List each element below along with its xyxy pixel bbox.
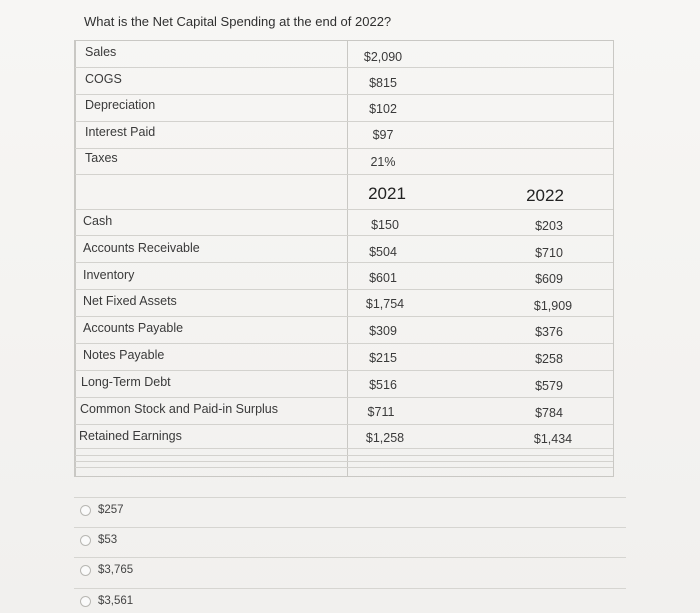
income-label-taxes: Taxes <box>85 151 118 165</box>
balance-2022-inventory: $609 <box>535 272 563 286</box>
balance-2021-ltd: $516 <box>369 378 397 392</box>
data-table: Sales $2,090 COGS $815 Depreciation $102… <box>74 40 614 477</box>
income-label-sales: Sales <box>85 45 117 59</box>
balance-label-cash: Cash <box>83 214 113 228</box>
radio-icon[interactable] <box>80 564 91 576</box>
balance-2022-ltd: $579 <box>535 379 563 393</box>
radio-icon[interactable] <box>80 504 91 516</box>
income-label-cogs: COGS <box>85 72 122 86</box>
column-divider <box>347 41 348 476</box>
balance-2022-cs: $784 <box>535 406 563 420</box>
income-label-interest: Interest Paid <box>85 125 156 139</box>
balance-label-ap: Accounts Payable <box>83 321 184 335</box>
balance-label-ar: Accounts Receivable <box>83 241 200 255</box>
balance-2021-ar: $504 <box>369 245 397 259</box>
answer-option-1-label: $257 <box>98 504 124 516</box>
row-divider <box>75 67 613 68</box>
balance-2022-ap: $376 <box>535 325 563 339</box>
balance-2022-re: $1,434 <box>533 432 573 446</box>
balance-2022-cash: $203 <box>535 219 563 233</box>
balance-label-re: Retained Earnings <box>79 429 182 443</box>
answer-option-4[interactable]: $3,561 <box>80 595 133 607</box>
balance-2021-re: $1,258 <box>365 431 405 445</box>
balance-2021-np: $215 <box>369 351 397 365</box>
balance-2021-inventory: $601 <box>369 271 397 285</box>
answer-option-2[interactable]: $53 <box>80 534 117 546</box>
question-text: What is the Net Capital Spending at the … <box>84 14 392 29</box>
balance-label-nfa: Net Fixed Assets <box>83 294 177 308</box>
balance-label-inventory: Inventory <box>83 268 135 282</box>
balance-2021-ap: $309 <box>369 324 397 338</box>
income-value-cogs: $815 <box>369 76 397 90</box>
balance-2021-nfa: $1,754 <box>365 297 405 311</box>
balance-2022-np: $258 <box>535 352 563 366</box>
income-value-taxes: 21% <box>370 155 396 169</box>
income-value-interest: $97 <box>372 128 394 142</box>
answer-option-1[interactable]: $257 <box>80 504 124 516</box>
balance-label-np: Notes Payable <box>83 348 165 362</box>
answer-option-3[interactable]: $3,765 <box>80 564 133 576</box>
income-value-sales: $2,090 <box>363 50 403 64</box>
balance-2022-ar: $710 <box>535 246 563 260</box>
answer-option-2-label: $53 <box>98 534 118 546</box>
option-divider <box>74 497 626 498</box>
income-label-depreciation: Depreciation <box>85 98 156 112</box>
balance-2021-cash: $150 <box>371 218 399 232</box>
balance-label-ltd: Long-Term Debt <box>81 375 171 389</box>
income-value-depreciation: $102 <box>369 102 397 116</box>
balance-2021-cs: $711 <box>367 405 395 419</box>
year-header-2022: 2022 <box>526 186 564 205</box>
balance-2022-nfa: $1,909 <box>533 299 573 313</box>
radio-icon[interactable] <box>80 595 91 607</box>
answer-option-4-label: $3,561 <box>98 595 134 607</box>
balance-label-cs: Common Stock and Paid-in Surplus <box>80 402 279 416</box>
answer-option-3-label: $3,765 <box>98 564 134 576</box>
year-header-2021: 2021 <box>368 184 406 203</box>
radio-icon[interactable] <box>80 534 91 546</box>
